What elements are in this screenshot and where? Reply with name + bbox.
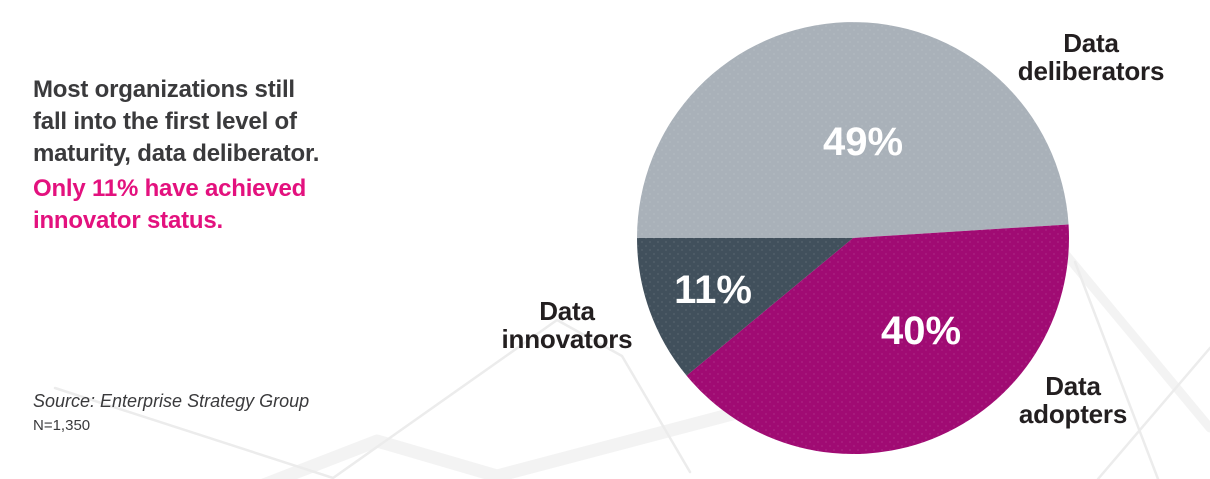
pie-value-label-deliberators: 49% bbox=[822, 120, 904, 164]
headline-line: maturity, data deliberator. bbox=[33, 140, 320, 167]
headline: Most organizations still fall into the f… bbox=[33, 74, 393, 237]
background-watermark bbox=[53, 245, 1210, 479]
pie-dot-texture bbox=[637, 22, 1069, 454]
headline-line: Most organizations still bbox=[33, 76, 295, 103]
headline-highlight-line: Only 11% have achieved bbox=[33, 175, 307, 202]
headline-highlight-line: innovator status. bbox=[33, 207, 223, 234]
pie-slice-label-line: deliberators bbox=[1017, 56, 1165, 86]
pie-slice-label-line: adopters bbox=[1018, 399, 1128, 429]
pie-slice-label-deliberators: Data deliberators bbox=[981, 29, 1201, 85]
headline-line: fall into the first level of bbox=[33, 108, 297, 135]
pie-slice-label-line: Data bbox=[539, 296, 595, 326]
pie-value-label-innovators: 11% bbox=[674, 268, 752, 312]
pie-slice-label-innovators: Data innovators bbox=[457, 297, 677, 353]
pie-slice-label-line: innovators bbox=[501, 324, 633, 354]
sample-size-text: N=1,350 bbox=[33, 417, 91, 434]
pie-slice-label-line: Data bbox=[1045, 371, 1101, 401]
source-text: Source: Enterprise Strategy Group bbox=[33, 391, 310, 411]
pie-slice-label-line: Data bbox=[1063, 28, 1119, 58]
pie-slice-label-adopters: Data adopters bbox=[963, 372, 1183, 428]
pie-value-label-adopters: 40% bbox=[880, 309, 962, 353]
